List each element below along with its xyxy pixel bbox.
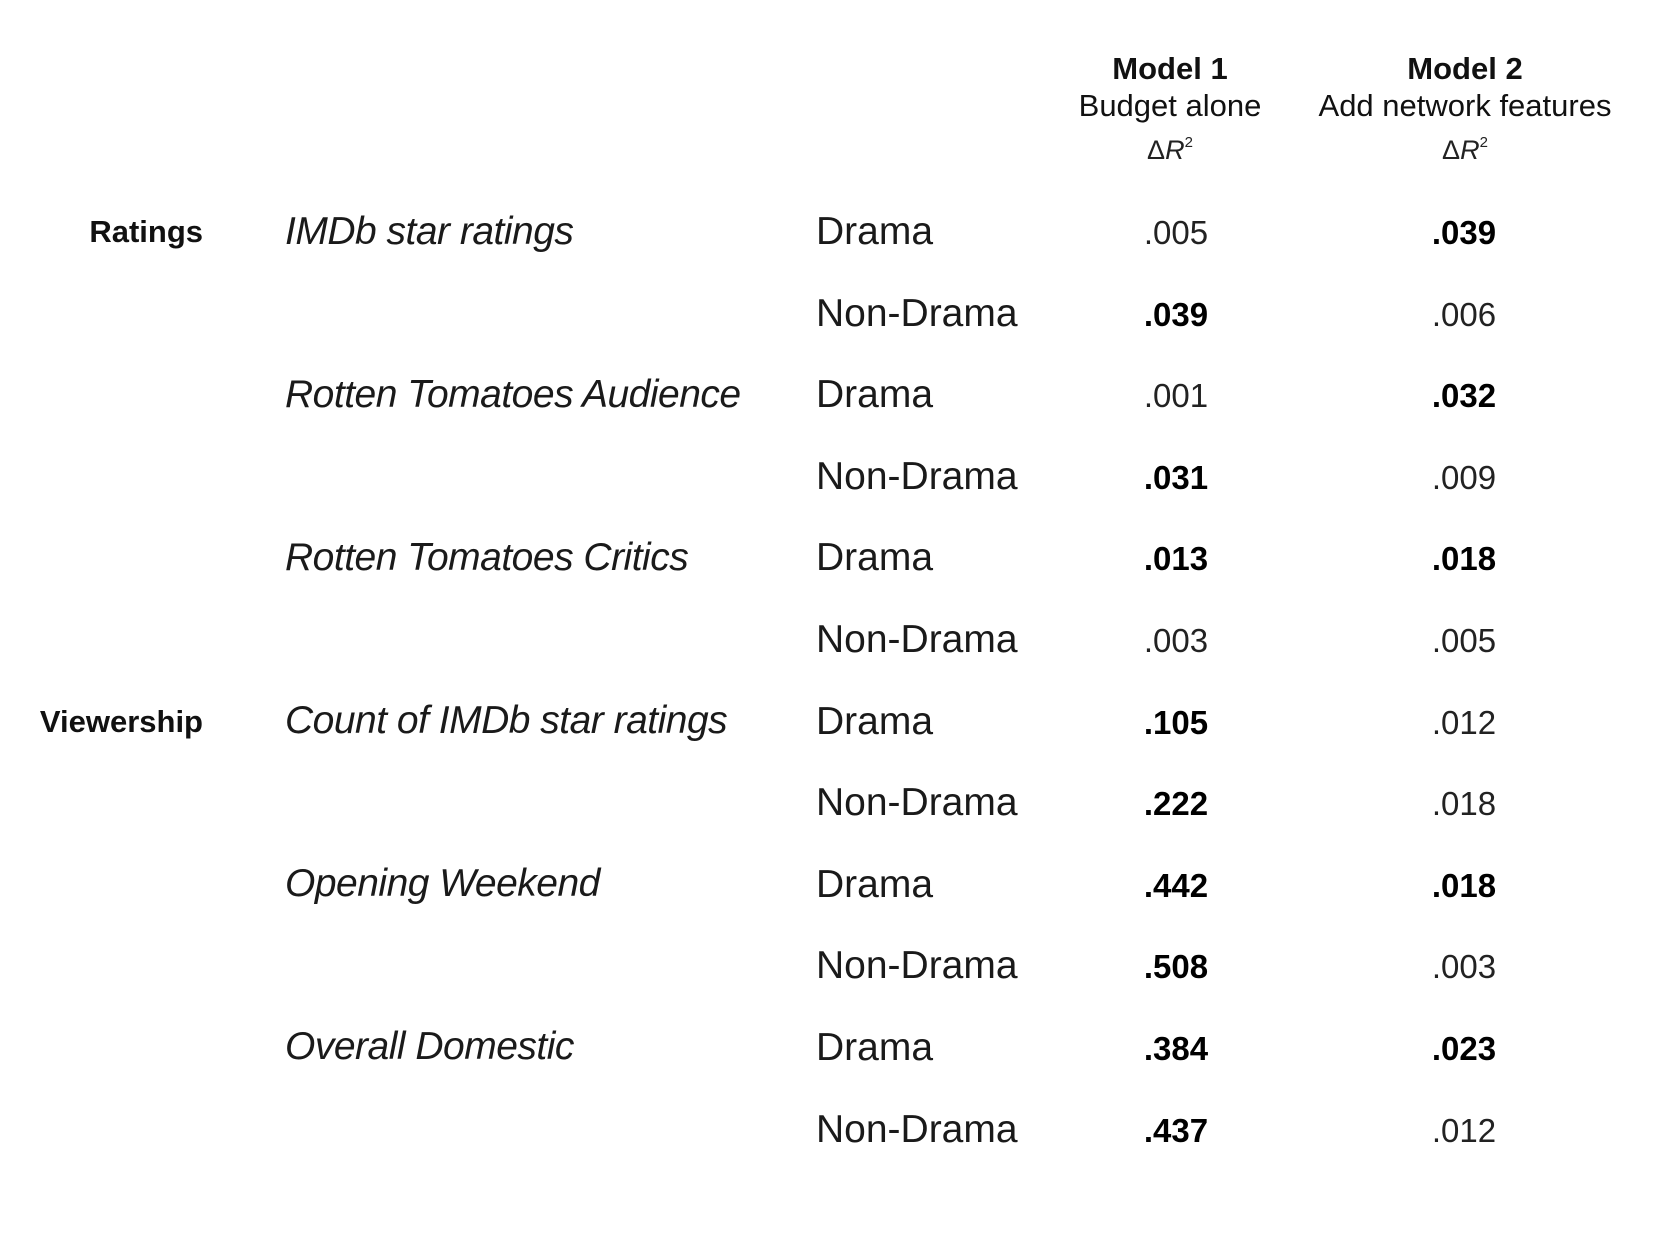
model2-header: Model 2 Add network features ΔR2 <box>1300 50 1630 169</box>
model1-header: Model 1 Budget alone ΔR2 <box>1060 50 1280 169</box>
model1-value-cell: .013 <box>1143 540 1209 577</box>
genre-cell: Non-Drama <box>816 1108 1018 1151</box>
model1-value-cell: .222 <box>1143 785 1209 822</box>
model1-value-cell: .005 <box>1143 214 1209 251</box>
model1-value-cell: .437 <box>1143 1112 1209 1149</box>
group-label-viewership: Viewership <box>39 704 203 739</box>
model2-value-cell: .009 <box>1431 459 1497 496</box>
genre-cell: Drama <box>816 536 934 579</box>
model1-delta-r2: ΔR2 <box>1147 134 1193 165</box>
model2-value-cell: .006 <box>1431 296 1497 333</box>
model2-value-cell: .012 <box>1431 1112 1497 1149</box>
model1-value-cell: .105 <box>1143 704 1209 741</box>
model1-title: Model 1 <box>1112 51 1228 86</box>
genre-cell: Drama <box>816 1026 934 1069</box>
model2-value-cell: .032 <box>1431 377 1497 414</box>
genre-cell: Non-Drama <box>816 944 1018 987</box>
model2-delta-r2: ΔR2 <box>1442 134 1488 165</box>
measure-label: Rotten Tomatoes Audience <box>285 373 741 416</box>
model2-value-cell: .018 <box>1431 867 1497 904</box>
model2-value-cell: .018 <box>1431 785 1497 822</box>
measure-label: IMDb star ratings <box>285 210 574 253</box>
model2-subtitle: Add network features <box>1318 88 1612 123</box>
measure-label: Count of IMDb star ratings <box>285 699 728 742</box>
model2-value-cell: .018 <box>1431 540 1497 577</box>
model2-value-cell: .023 <box>1431 1030 1497 1067</box>
group-label-ratings: Ratings <box>89 214 203 249</box>
model2-value-cell: .003 <box>1431 948 1497 985</box>
model1-value-cell: .039 <box>1143 296 1209 333</box>
genre-cell: Non-Drama <box>816 455 1018 498</box>
measure-label: Overall Domestic <box>285 1025 574 1068</box>
model1-value-cell: .031 <box>1143 459 1209 496</box>
model1-value-cell: .508 <box>1143 948 1209 985</box>
genre-cell: Drama <box>816 210 934 253</box>
genre-cell: Non-Drama <box>816 781 1018 824</box>
model1-value-cell: .384 <box>1143 1030 1209 1067</box>
model2-value-cell: .039 <box>1431 214 1497 251</box>
model2-value-cell: .012 <box>1431 704 1497 741</box>
genre-cell: Drama <box>816 373 934 416</box>
genre-cell: Non-Drama <box>816 292 1018 335</box>
model1-value-cell: .001 <box>1143 377 1209 414</box>
model1-value-cell: .442 <box>1143 867 1209 904</box>
measure-label: Rotten Tomatoes Critics <box>285 536 689 579</box>
model2-title: Model 2 <box>1407 51 1523 86</box>
genre-cell: Drama <box>816 863 934 906</box>
genre-cell: Drama <box>816 700 934 743</box>
model1-subtitle: Budget alone <box>1078 88 1262 123</box>
measure-label: Opening Weekend <box>285 862 600 905</box>
genre-cell: Non-Drama <box>816 618 1018 661</box>
model2-value-cell: .005 <box>1431 622 1497 659</box>
model1-value-cell: .003 <box>1143 622 1209 659</box>
